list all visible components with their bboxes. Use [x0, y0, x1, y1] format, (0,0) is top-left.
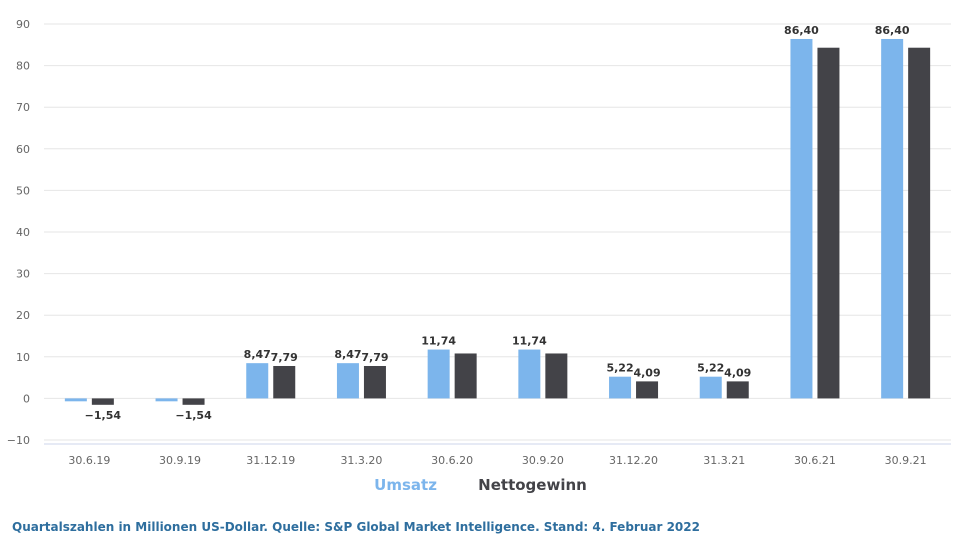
y-tick-label: 30 [16, 268, 30, 281]
y-tick-label: 70 [16, 101, 30, 114]
bar-nettogewinn-8[interactable] [817, 47, 840, 399]
bar-umsatz-9[interactable] [881, 38, 904, 399]
data-label: 8,47 [244, 348, 271, 361]
x-tick-label: 30.9.19 [159, 454, 201, 467]
data-label: 8,47 [334, 348, 361, 361]
bar-umsatz-2[interactable] [246, 363, 269, 399]
bars [64, 38, 931, 405]
bar-nettogewinn-3[interactable] [363, 365, 386, 399]
data-label: 11,74 [512, 335, 547, 348]
bar-nettogewinn-0[interactable] [91, 398, 114, 405]
data-label: 86,40 [784, 24, 819, 37]
y-tick-label: 90 [16, 18, 30, 31]
data-label: 7,79 [361, 351, 388, 364]
bar-umsatz-4[interactable] [427, 349, 450, 399]
bar-nettogewinn-2[interactable] [273, 365, 296, 399]
legend-item-nettogewinn[interactable]: Nettogewinn [478, 476, 587, 494]
chart-caption: Quartalszahlen in Millionen US-Dollar. Q… [12, 520, 700, 534]
data-label: 5,22 [606, 362, 633, 375]
x-tick-label: 31.3.20 [340, 454, 382, 467]
bar-nettogewinn-7[interactable] [726, 381, 749, 399]
bar-nettogewinn-9[interactable] [908, 47, 931, 399]
data-label: 4,09 [724, 366, 751, 379]
data-label: −1,54 [175, 409, 212, 422]
x-tick-label: 30.9.20 [522, 454, 564, 467]
data-label: 5,22 [697, 362, 724, 375]
bar-nettogewinn-4[interactable] [454, 353, 477, 399]
bar-umsatz-8[interactable] [790, 38, 813, 399]
x-tick-label: 30.9.21 [885, 454, 927, 467]
data-label: 11,74 [421, 335, 456, 348]
y-tick-label: 0 [23, 392, 30, 405]
x-axis: 30.6.19 30.9.19 31.12.19 31.3.20 30.6.20 30.9… [44, 443, 951, 467]
bar-umsatz-1[interactable] [155, 398, 178, 402]
data-label: 7,79 [271, 351, 298, 364]
x-tick-label: 30.6.19 [68, 454, 110, 467]
bar-umsatz-6[interactable] [609, 376, 632, 399]
data-label: 4,09 [633, 366, 660, 379]
y-tick-label: 10 [16, 351, 30, 364]
grid-lines [44, 23, 951, 441]
y-tick-label: −10 [7, 434, 30, 447]
bar-umsatz-3[interactable] [336, 363, 359, 399]
x-tick-label: 30.6.21 [794, 454, 836, 467]
y-tick-label: 60 [16, 143, 30, 156]
legend: Umsatz Nettogewinn [0, 476, 961, 494]
y-axis: 90 80 70 60 50 40 30 20 10 0 −10 [7, 18, 30, 447]
bar-nettogewinn-1[interactable] [182, 398, 205, 405]
y-tick-label: 40 [16, 226, 30, 239]
x-tick-label: 31.12.20 [609, 454, 658, 467]
bar-umsatz-0[interactable] [64, 398, 87, 402]
data-label: 86,40 [875, 24, 910, 37]
bar-umsatz-7[interactable] [699, 376, 722, 399]
y-tick-label: 50 [16, 184, 30, 197]
bar-umsatz-5[interactable] [518, 349, 541, 399]
y-tick-label: 80 [16, 60, 30, 73]
x-tick-label: 31.3.21 [703, 454, 745, 467]
x-tick-label: 30.6.20 [431, 454, 473, 467]
bar-nettogewinn-6[interactable] [636, 381, 659, 399]
x-tick-label: 31.12.19 [246, 454, 295, 467]
y-tick-label: 20 [16, 309, 30, 322]
legend-item-umsatz[interactable]: Umsatz [374, 476, 437, 494]
bar-nettogewinn-5[interactable] [545, 353, 568, 399]
data-label: −1,54 [85, 409, 122, 422]
